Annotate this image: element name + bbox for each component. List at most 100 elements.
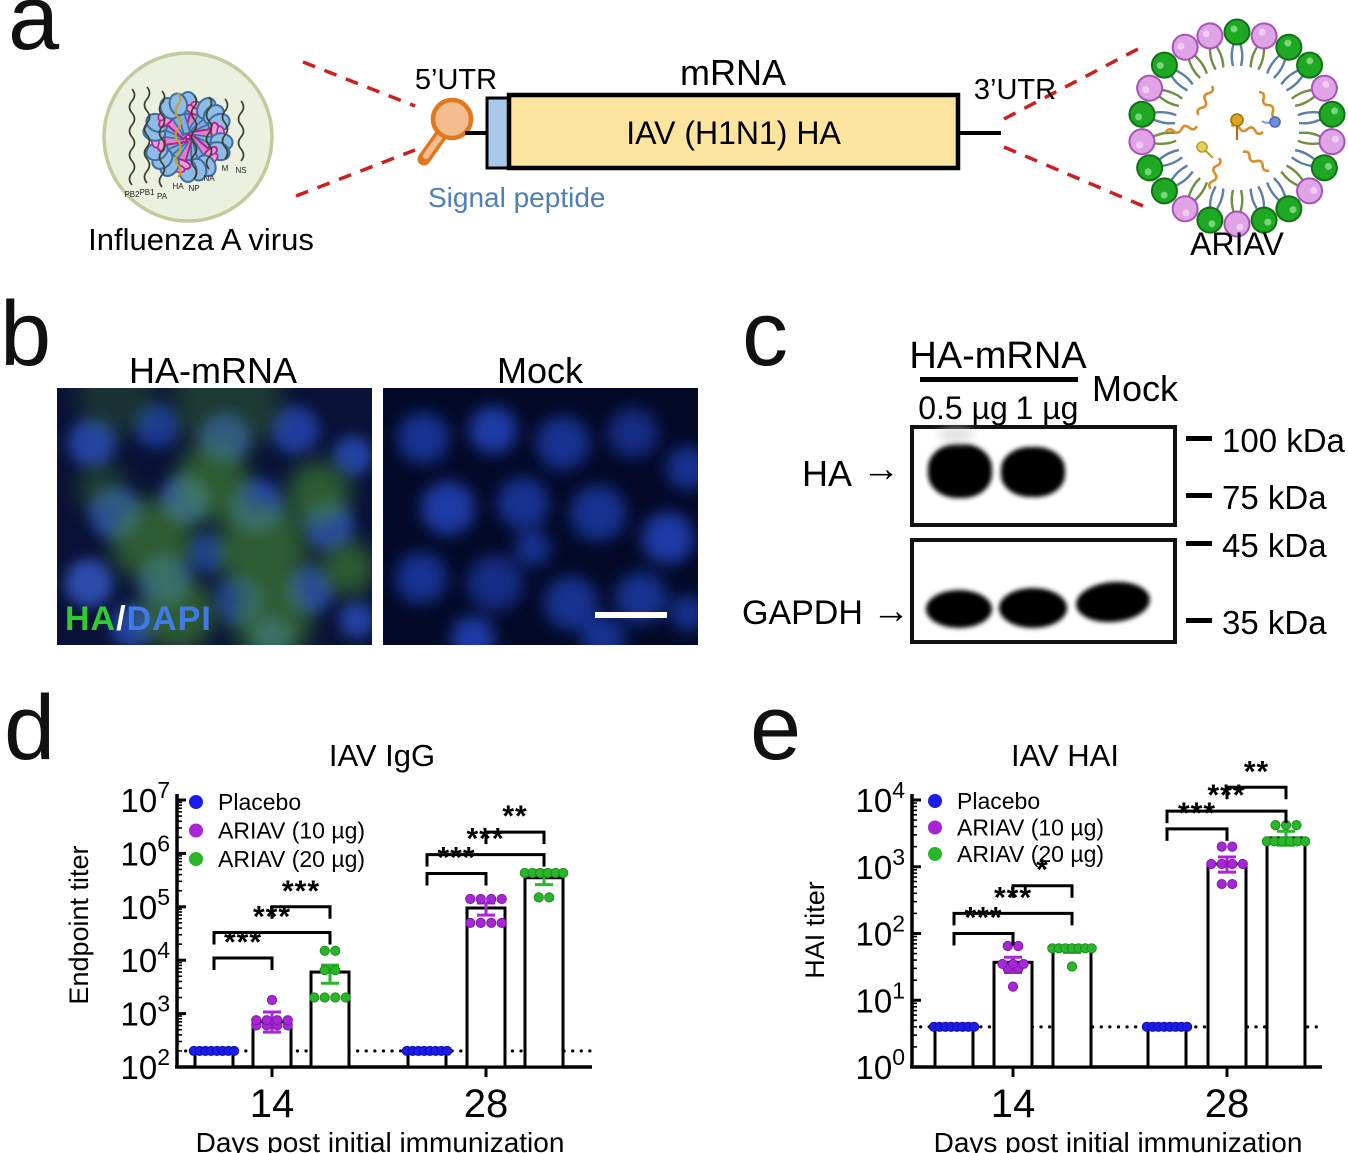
cds-label: IAV (H1N1) HA — [626, 115, 841, 151]
data-point — [319, 965, 330, 976]
significance-bracket — [1225, 785, 1288, 800]
legend-marker — [928, 847, 942, 861]
data-point — [282, 1015, 293, 1026]
legend-label: ARIAV (20 µg) — [957, 841, 1104, 867]
lane-label-mock: Mock — [1091, 368, 1178, 409]
scale-bar — [595, 612, 667, 618]
legend-label: ARIAV (10 µg) — [218, 818, 365, 844]
y-axis-title: HAI titer — [800, 881, 830, 979]
influenza-virus-icon: PB2 PB1 PA HA NP NA M NS — [102, 51, 274, 223]
y-tick-label: 100 — [855, 1044, 905, 1086]
data-point — [1216, 858, 1227, 870]
legend-marker — [928, 820, 942, 835]
significance-label: *** — [437, 842, 475, 875]
legend-label: ARIAV (10 µg) — [957, 815, 1104, 841]
data-point — [486, 893, 497, 905]
data-point — [1270, 820, 1281, 831]
y-tick-label: 102 — [120, 1044, 170, 1086]
ariav-nanoparticle-icon — [1126, 18, 1348, 238]
x-axis-title: Days post initial immunization — [196, 1127, 565, 1153]
mrna-construct — [417, 92, 1001, 171]
data-point — [1182, 1021, 1193, 1032]
data-point — [969, 1021, 980, 1032]
data-point — [266, 994, 278, 1006]
significance-bracket — [1011, 884, 1074, 898]
y-tick-label: 102 — [855, 911, 905, 953]
panel-a-schematic: PB2 PB1 PA HA NP NA M NS — [102, 18, 1348, 238]
mrna-label: mRNA — [680, 52, 786, 93]
significance-bracket — [212, 931, 332, 945]
micrograph-ha-mrna: HA/DAPI — [57, 388, 372, 645]
ha-band-lane2 — [1001, 447, 1065, 497]
data-point — [1300, 836, 1311, 847]
data-point — [544, 892, 555, 903]
segment-label: NP — [188, 184, 199, 193]
panel-letter-d: d — [4, 677, 56, 779]
y-tick-label: 104 — [855, 777, 905, 819]
gapdh-row-label: GAPDH — [742, 594, 863, 632]
blot-header-underline — [920, 377, 1078, 382]
micrograph-mock — [383, 388, 698, 645]
y-tick-label: 104 — [120, 937, 170, 979]
data-point — [309, 992, 320, 1003]
blot-header: HA-mRNA — [909, 335, 1087, 377]
data-point — [229, 1045, 240, 1057]
x-axis-title: Days post initial immunization — [934, 1127, 1303, 1153]
data-point — [1002, 940, 1013, 952]
data-point — [1066, 961, 1078, 972]
data-point — [475, 893, 486, 905]
significance-bracket — [425, 853, 546, 867]
virus-segment-labels: PB2 PB1 PA HA NP NA M NS — [124, 164, 246, 201]
gapdh-band-lane1 — [926, 590, 992, 628]
bar-ARIAV (20 µg) — [309, 970, 351, 1069]
marker-dash — [1186, 436, 1212, 441]
cds-box — [506, 92, 961, 171]
significance-label: ** — [1244, 755, 1269, 788]
data-point — [533, 892, 544, 903]
significance-bracket — [1165, 809, 1288, 824]
y-tick-label: 105 — [120, 884, 170, 926]
marker-75kda: 75 kDa — [1222, 479, 1327, 516]
panel-letter-e: e — [750, 677, 802, 779]
utr5-label: 5’UTR — [414, 64, 498, 96]
significance-bracket — [1165, 827, 1229, 841]
bar-ARIAV (20 µg) — [1265, 836, 1307, 1069]
data-point — [330, 965, 341, 976]
data-point — [1013, 940, 1024, 952]
x-tick-label: 14 — [250, 1082, 295, 1126]
y-tick-label: 103 — [120, 991, 170, 1033]
gapdh-band-lane2 — [999, 588, 1067, 628]
bar-ARIAV (10 µg) — [992, 960, 1034, 1069]
data-point — [261, 1015, 272, 1026]
panel-letter-b: b — [0, 283, 52, 385]
significance-bracket — [425, 872, 488, 886]
bar-ARIAV (10 µg) — [465, 906, 507, 1069]
bar-ARIAV (10 µg) — [1206, 862, 1248, 1069]
marker-dash — [1186, 493, 1212, 498]
legend-label: ARIAV (20 µg) — [218, 846, 365, 872]
y-tick-label: 103 — [855, 844, 905, 886]
significance-label: *** — [964, 902, 1002, 935]
chart-title: IAV HAI — [1011, 738, 1119, 773]
lane-label-0-5ug: 0.5 µg — [918, 390, 1008, 426]
data-point — [1237, 858, 1248, 870]
five-prime-cap-icon — [430, 97, 474, 141]
marker-100kda: 100 kDa — [1222, 422, 1345, 459]
data-point — [272, 1015, 283, 1026]
data-point — [319, 992, 330, 1003]
legend-marker — [189, 795, 203, 809]
data-point — [1227, 841, 1238, 852]
x-tick-label: 14 — [991, 1082, 1036, 1126]
segment-label: PB2 — [124, 190, 140, 199]
data-point — [251, 1015, 262, 1026]
legend-label: Placebo — [957, 788, 1040, 814]
y-tick-label: 106 — [120, 830, 170, 872]
data-point — [1216, 878, 1227, 890]
y-tick-label: 107 — [120, 777, 170, 819]
segment-label: PB1 — [139, 188, 155, 197]
data-point — [1291, 820, 1302, 831]
data-point — [442, 1045, 453, 1057]
data-point — [330, 992, 341, 1003]
